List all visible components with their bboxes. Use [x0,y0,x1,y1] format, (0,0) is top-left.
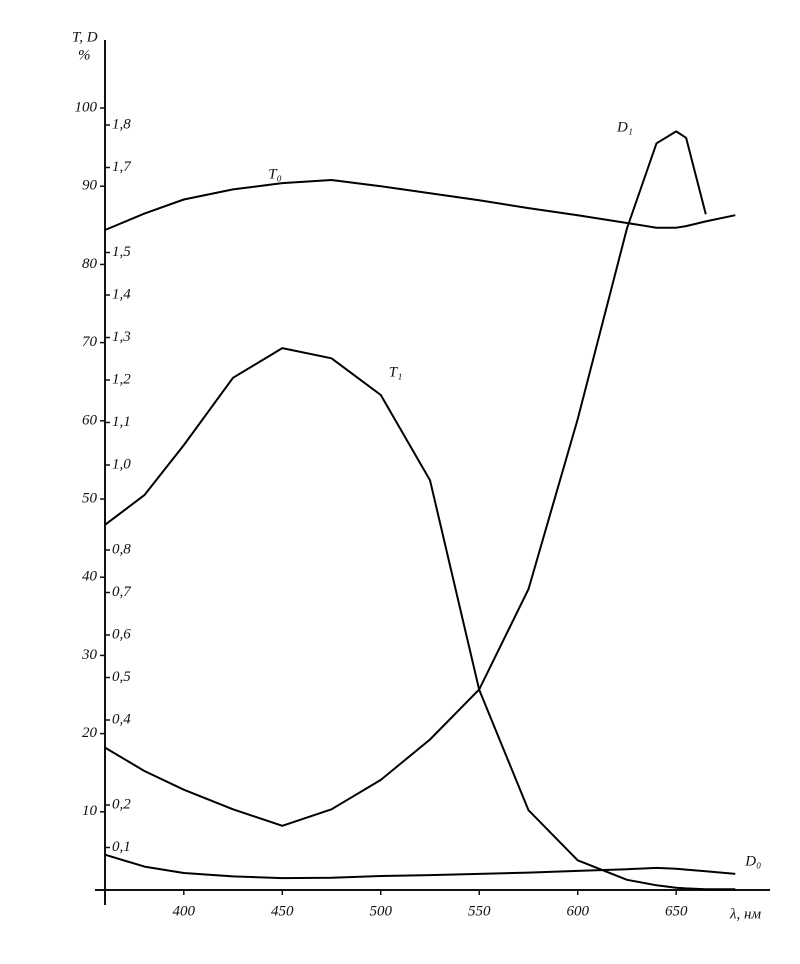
y-axis-unit: % [78,47,91,63]
x-tick-label: 600 [566,903,589,919]
x-tick-label: 550 [468,903,491,919]
y2-tick-label: 1,2 [112,371,131,387]
series-line [105,131,706,825]
y2-tick-label: 0,4 [112,711,131,727]
y-tick-label: 60 [82,412,98,428]
x-tick-label: 450 [271,903,294,919]
y2-tick-label: 1,4 [112,286,131,302]
y-tick-label: 90 [82,178,98,194]
x-tick-label: 500 [370,903,393,919]
y2-tick-label: 1,0 [112,456,131,472]
y-tick-label: 30 [81,647,98,663]
x-tick-label: 400 [173,903,196,919]
y2-tick-label: 1,5 [112,244,131,260]
y2-tick-label: 1,3 [112,329,131,345]
y-tick-label: 50 [82,490,98,506]
y2-tick-label: 0,1 [112,839,131,855]
y-tick-label: 40 [82,569,98,585]
y-tick-label: 20 [82,725,98,741]
y2-tick-label: 0,7 [112,584,132,600]
y2-tick-label: 0,2 [112,796,131,812]
y-tick-label: 80 [82,256,98,272]
y2-tick-label: 0,6 [112,626,131,642]
y-tick-label: 10 [82,803,98,819]
series-line [105,348,735,889]
y2-tick-label: 1,8 [112,116,131,132]
series-label: D₁ [616,120,633,136]
y-tick-label: 100 [75,99,98,115]
chart: T, D % λ, нм 400 450 500 550 600 650 10 20 30 40 5… [0,0,800,964]
y2-tick-label: 1,1 [112,414,131,430]
x-tick-label: 650 [665,903,688,919]
x-axis-label: λ, нм [729,906,761,922]
y2-tick-label: 0,8 [112,541,131,557]
y-tick-label: 70 [82,334,98,350]
series-label: T₁ [389,364,403,380]
y2-tick-label: 0,5 [112,669,131,685]
series-label: D₀ [744,853,761,869]
series-label: T₀ [268,167,282,183]
series-line [105,855,735,878]
y2-tick-label: 1,7 [112,159,132,175]
y-axis-label: T, D [72,29,98,45]
